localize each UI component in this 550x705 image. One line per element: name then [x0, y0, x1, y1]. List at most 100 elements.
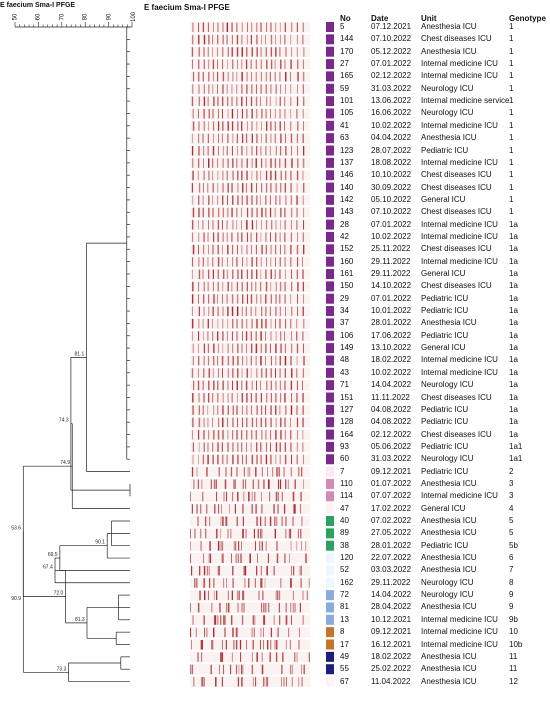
genotype-swatch [326, 491, 334, 502]
gel-band [213, 590, 215, 601]
gel-band [242, 355, 244, 366]
gel-band [270, 22, 272, 32]
gel-band [212, 108, 214, 119]
gel-band [222, 454, 224, 465]
row-no: 110 [340, 478, 353, 488]
genotype-swatch [326, 59, 334, 70]
row-unit: Chest diseases ICU [421, 207, 492, 217]
gel-band [242, 504, 244, 514]
row-unit: Chest diseases ICU [421, 244, 492, 254]
gel-band [296, 170, 299, 181]
gel-band [192, 84, 194, 94]
gel-band [242, 528, 245, 539]
gel-band [213, 615, 215, 625]
gel-band [232, 71, 234, 82]
gel-band [227, 183, 229, 193]
gel-band [232, 355, 234, 366]
gel-band [190, 553, 191, 564]
gel-band [217, 108, 219, 119]
node-label: 81.1 [75, 351, 85, 357]
gel-band [241, 380, 243, 391]
gel-band [212, 281, 214, 292]
gel-band [226, 84, 228, 94]
gel-band [246, 170, 248, 181]
row-unit: Anesthesia ICU [421, 528, 477, 538]
gel-band [227, 405, 229, 415]
gel-band [252, 479, 254, 489]
gel-band [208, 195, 210, 205]
gel-band [191, 96, 194, 107]
gel-band [246, 207, 249, 218]
gel-band [200, 652, 203, 662]
gel-band [208, 158, 210, 168]
gel-band [303, 96, 305, 107]
gel-band [209, 541, 211, 551]
gel-band [256, 183, 257, 193]
gel-band [196, 467, 198, 477]
gel-band [194, 578, 196, 588]
gel-band [212, 393, 214, 403]
gel-band [202, 195, 204, 205]
gel-band [251, 195, 253, 205]
row-no: 5 [340, 22, 345, 31]
row-date: 07.01.2022 [371, 293, 412, 303]
gel-band [266, 565, 267, 576]
node-label: 69.5 [48, 552, 58, 558]
gel-band [249, 467, 251, 477]
gel-band [191, 467, 194, 477]
gel-band [207, 121, 209, 131]
gel-band [204, 516, 207, 526]
gel-band [241, 121, 243, 131]
gel-band [190, 528, 191, 539]
gel-band [256, 405, 258, 415]
genotype-swatch [326, 577, 334, 588]
gel-band [237, 121, 239, 131]
gel-band [201, 640, 202, 650]
gel-band [261, 220, 262, 230]
gel-band [226, 232, 228, 242]
gel-band [200, 528, 202, 539]
gel-band [265, 343, 267, 354]
gel-lane [190, 590, 310, 601]
gel-band [208, 84, 210, 94]
gel-band [302, 442, 304, 452]
gel-band [231, 281, 233, 292]
gel-band [232, 430, 234, 440]
row-date: 02.12.2022 [371, 71, 412, 81]
gel-band [232, 244, 234, 255]
gel-band [235, 664, 238, 675]
gel-band [290, 664, 292, 675]
gel-band [298, 640, 300, 650]
gel-band [270, 158, 272, 168]
gel-band [286, 677, 287, 687]
gel-band [231, 393, 233, 403]
gel-band [192, 232, 194, 242]
gel-band [296, 96, 299, 107]
row-date: 14.04.2022 [371, 590, 412, 600]
gel-band [279, 47, 281, 57]
gel-band [232, 442, 234, 452]
gel-lane [190, 157, 310, 169]
gel-band [251, 133, 253, 144]
gel-band [241, 220, 242, 230]
genotype-swatch [326, 71, 334, 82]
gel-band [231, 590, 233, 601]
gel-band [284, 442, 286, 452]
gel-band [239, 640, 242, 650]
gel-band [207, 146, 209, 156]
gel-band [220, 652, 222, 662]
gel-band [203, 108, 205, 119]
gel-lane [190, 602, 310, 613]
gel-band [265, 269, 267, 279]
gel-band [293, 504, 295, 514]
gel-band [218, 602, 221, 613]
gel-band [222, 183, 224, 193]
gel-band [237, 677, 239, 687]
gel-band [222, 343, 224, 354]
gel-band [265, 541, 267, 551]
gel-band [257, 528, 259, 539]
gel-band [278, 602, 281, 613]
row-unit: Anesthesia ICU [421, 565, 477, 575]
gel-band [279, 393, 282, 403]
gel-band [203, 553, 204, 564]
